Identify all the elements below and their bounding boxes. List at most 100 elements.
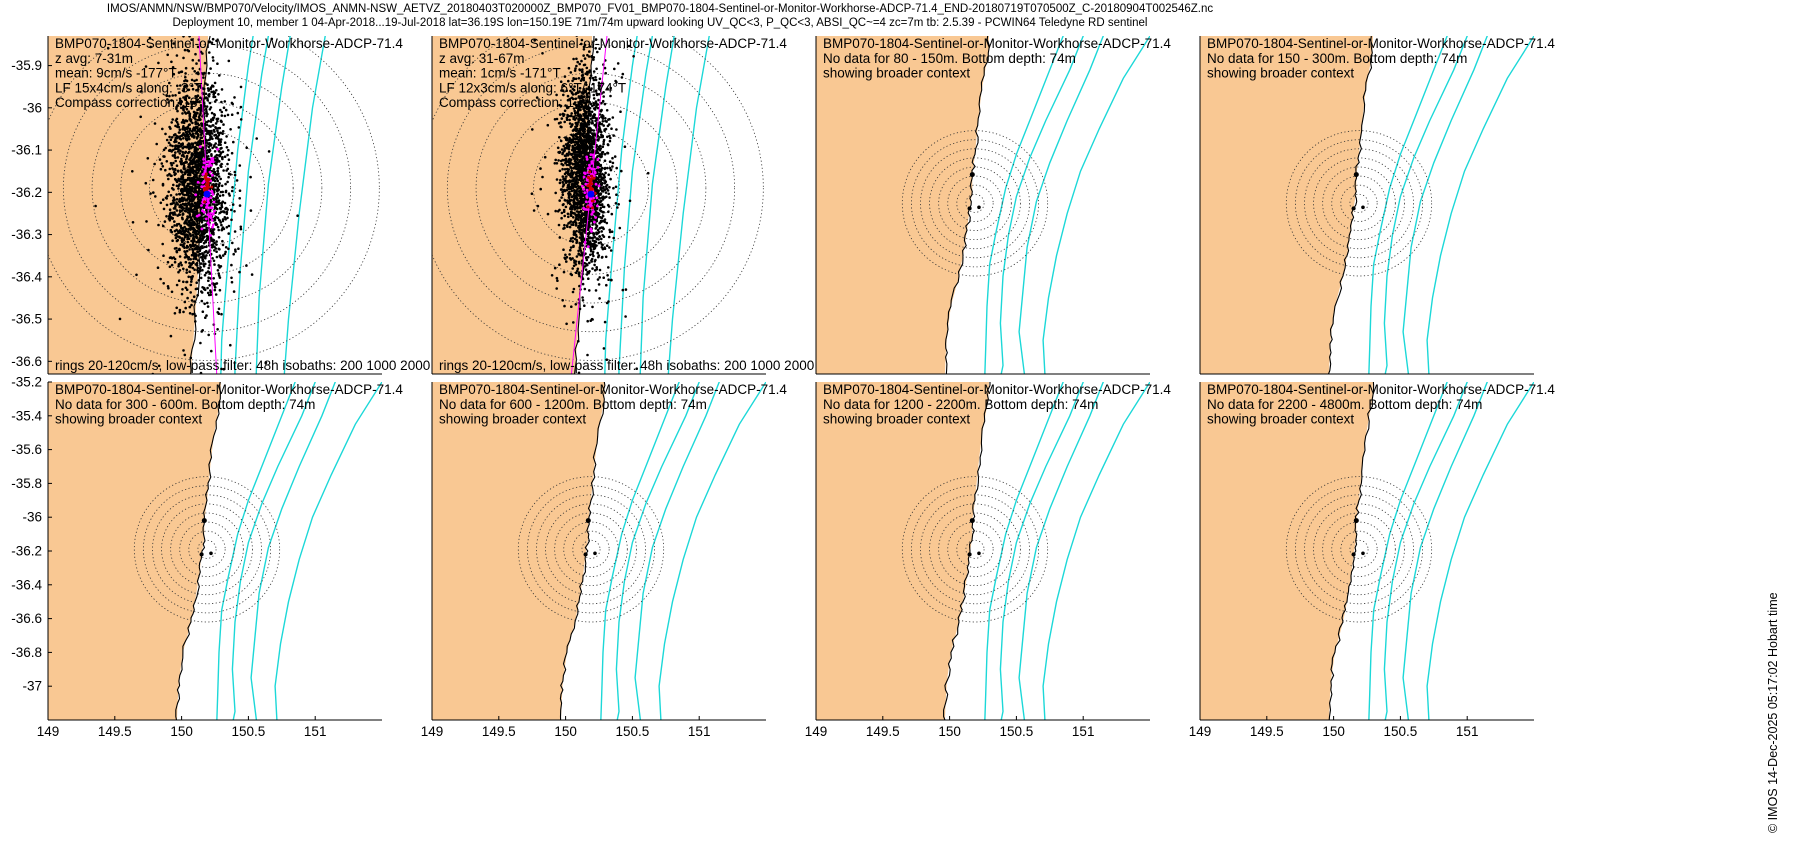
panel-title: BMP070-1804-Sentinel-or-Monitor-Workhors… — [1207, 36, 1555, 51]
scatter-point — [186, 296, 189, 300]
scatter-point — [144, 181, 148, 185]
scatter-point — [185, 169, 188, 173]
scatter-point — [576, 181, 580, 184]
scatter-point — [568, 174, 572, 177]
scatter-point — [163, 220, 167, 223]
scatter-point — [216, 225, 220, 229]
scatter-point — [599, 206, 602, 210]
scatter-point — [191, 193, 195, 197]
scatter-point — [201, 131, 204, 134]
panel-title: BMP070-1804-Sentinel-or-Monitor-Workhors… — [823, 382, 1171, 397]
scatter-point — [619, 110, 622, 113]
scatter-point — [215, 196, 218, 199]
scatter-point — [579, 131, 582, 134]
scatter-point — [614, 185, 618, 189]
scatter-point — [189, 171, 192, 174]
scatter-point — [588, 270, 591, 273]
scatter-point — [179, 177, 183, 181]
scatter-point — [181, 112, 184, 115]
scatter-point — [174, 159, 177, 163]
scatter-point — [586, 94, 589, 97]
lowpass-point — [208, 162, 212, 166]
scatter-point — [574, 77, 578, 81]
scatter-point — [591, 82, 595, 86]
scatter-point — [602, 142, 605, 146]
scatter-point — [595, 266, 598, 269]
scatter-point — [184, 260, 188, 264]
lowpass-point — [593, 167, 596, 171]
scatter-point — [171, 239, 174, 242]
scatter-point — [204, 138, 208, 142]
scatter-point — [212, 170, 216, 174]
scatter-point — [201, 236, 205, 240]
scatter-point — [186, 233, 189, 237]
scatter-point — [573, 237, 577, 241]
panel-bottom-1: BMP070-1804-Sentinel-or-Monitor-Workhors… — [11, 375, 403, 740]
scatter-point — [182, 178, 185, 181]
scatter-point — [183, 256, 187, 259]
scatter-point — [569, 205, 573, 209]
scatter-point — [191, 210, 194, 214]
scatter-point — [559, 178, 562, 182]
scatter-point — [181, 142, 184, 145]
scatter-point — [580, 38, 584, 42]
scatter-point — [170, 99, 173, 102]
scatter-point — [596, 181, 599, 184]
scatter-point — [197, 143, 200, 147]
scatter-point — [185, 178, 189, 182]
scatter-point — [608, 134, 611, 138]
scatter-point — [182, 137, 185, 140]
scatter-point — [228, 194, 231, 197]
scatter-point — [245, 146, 248, 150]
y-tick-label: -36.2 — [11, 185, 42, 200]
y-tick-label: -37 — [22, 679, 42, 694]
scatter-point — [190, 280, 193, 283]
scatter-point — [587, 277, 590, 281]
scatter-point — [205, 226, 208, 230]
x-tick-label: 151 — [1456, 724, 1479, 739]
scatter-point — [215, 182, 218, 186]
scatter-point — [594, 179, 598, 182]
scatter-point — [189, 283, 193, 287]
scatter-point — [572, 88, 576, 92]
scatter-point — [572, 321, 575, 324]
copyright-credit: © IMOS 14-Dec-2025 05:17:02 Hobart time — [1766, 592, 1780, 833]
scatter-point — [180, 216, 184, 219]
speed-ring — [536, 494, 646, 605]
scatter-point — [176, 84, 179, 88]
scatter-point — [588, 45, 592, 48]
speed-ring — [133, 476, 281, 623]
lowpass-point — [216, 147, 220, 151]
scatter-point — [196, 222, 199, 225]
scatter-point — [609, 249, 613, 252]
scatter-point — [183, 209, 187, 213]
scatter-point — [230, 101, 234, 105]
scatter-point — [220, 100, 223, 104]
scatter-point — [578, 166, 582, 169]
scatter-point — [196, 197, 200, 201]
scatter-point — [183, 120, 186, 123]
scatter-point — [559, 104, 563, 108]
x-tick-label: 151 — [688, 724, 711, 739]
scatter-point — [172, 72, 176, 76]
lowpass-point — [212, 200, 216, 204]
scatter-point — [563, 214, 566, 218]
scatter-point — [580, 228, 584, 232]
scatter-point — [220, 88, 224, 91]
mooring-marker — [1361, 205, 1365, 210]
scatter-point — [605, 283, 608, 287]
scatter-point — [185, 288, 189, 292]
y-tick-label: -36.1 — [11, 143, 42, 158]
scatter-point — [561, 167, 564, 171]
scatter-point — [152, 375, 155, 378]
y-tick-label: -36.6 — [11, 611, 42, 626]
scatter-point — [563, 154, 567, 157]
scatter-point — [610, 127, 613, 130]
scatter-point — [199, 108, 203, 112]
scatter-point — [232, 290, 236, 293]
scatter-point — [577, 371, 581, 374]
scatter-point — [237, 126, 241, 129]
scatter-point — [210, 153, 213, 156]
scatter-point — [202, 76, 205, 79]
scatter-point — [574, 114, 577, 117]
